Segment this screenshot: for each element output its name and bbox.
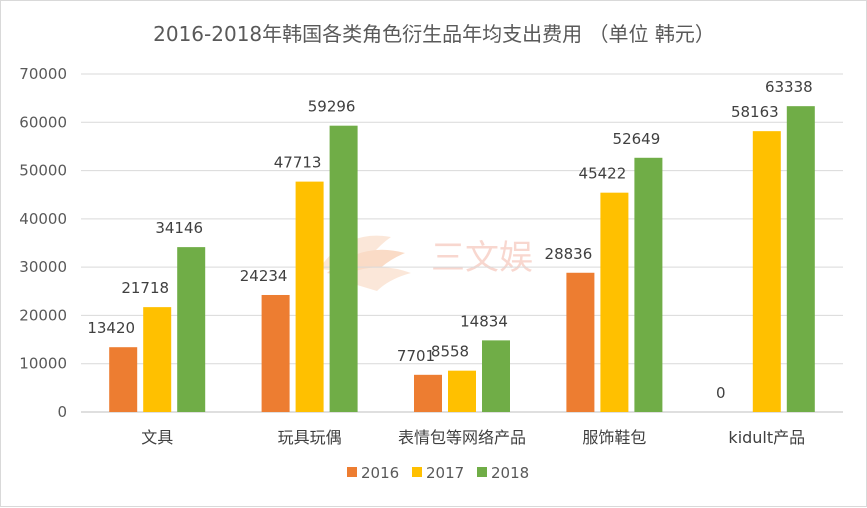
bar-2017-4 — [752, 131, 781, 412]
legend-label: 2017 — [426, 464, 464, 482]
bar-2018-2 — [482, 340, 510, 412]
y-tick-label: 0 — [57, 403, 67, 421]
legend-label: 2016 — [361, 464, 399, 482]
x-category-label: kidult产品 — [728, 428, 805, 447]
bar-2016-0 — [109, 347, 138, 412]
data-label: 45422 — [579, 165, 627, 183]
bar-2016-2 — [414, 374, 442, 412]
bar-2016-3 — [566, 272, 595, 412]
bar-2017-3 — [600, 192, 629, 412]
legend-swatch-2017 — [412, 467, 422, 477]
y-axis: 0 10000 20000 30000 40000 50000 60000 70000 — [19, 65, 67, 421]
data-label: 14834 — [460, 312, 508, 330]
legend-swatch-2018 — [477, 467, 487, 477]
data-label: 34146 — [155, 219, 203, 237]
x-category-label: 服饰鞋包 — [582, 428, 646, 447]
data-label: 13420 — [87, 319, 135, 337]
bar-2017-0 — [143, 307, 172, 412]
x-category-label: 表情包等网络产品 — [398, 428, 526, 447]
y-tick-label: 30000 — [19, 258, 67, 276]
y-tick-label: 70000 — [19, 65, 67, 83]
data-label: 58163 — [731, 103, 779, 121]
watermark-text: 三文娱 — [431, 238, 533, 278]
y-tick-label: 50000 — [19, 162, 67, 180]
chart-title: 2016-2018年韩国各类角色衍生品年均支出费用 （单位 韩元） — [153, 22, 715, 46]
data-label: 8558 — [431, 343, 469, 361]
data-label: 59296 — [308, 98, 356, 116]
bar-2016-1 — [261, 294, 290, 412]
y-tick-label: 10000 — [19, 355, 67, 373]
y-tick-label: 60000 — [19, 113, 67, 131]
data-label: 24234 — [240, 267, 288, 285]
bar-2018-3 — [634, 157, 663, 412]
bar-2018-1 — [329, 125, 358, 412]
x-category-label: 玩具玩偶 — [278, 428, 342, 447]
data-label: 28836 — [545, 245, 593, 263]
x-category-label: 文具 — [141, 428, 173, 447]
bar-2018-0 — [177, 247, 206, 412]
y-tick-label: 40000 — [19, 210, 67, 228]
y-tick-label: 20000 — [19, 306, 67, 324]
bar-2017-1 — [295, 181, 324, 412]
legend: 2016 2017 2018 — [347, 464, 529, 482]
data-label: 52649 — [613, 130, 661, 148]
data-label: 7701 — [397, 347, 435, 365]
legend-label: 2018 — [491, 464, 529, 482]
data-label: 21718 — [121, 279, 169, 297]
data-label: 0 — [716, 384, 726, 402]
x-axis: 文具 玩具玩偶 表情包等网络产品 服饰鞋包 kidult产品 — [141, 428, 805, 447]
bars — [109, 106, 815, 413]
bar-2017-2 — [448, 370, 476, 412]
data-label: 63338 — [765, 78, 813, 96]
data-label: 47713 — [274, 154, 322, 172]
bar-2018-4 — [786, 106, 815, 413]
legend-swatch-2016 — [347, 467, 357, 477]
